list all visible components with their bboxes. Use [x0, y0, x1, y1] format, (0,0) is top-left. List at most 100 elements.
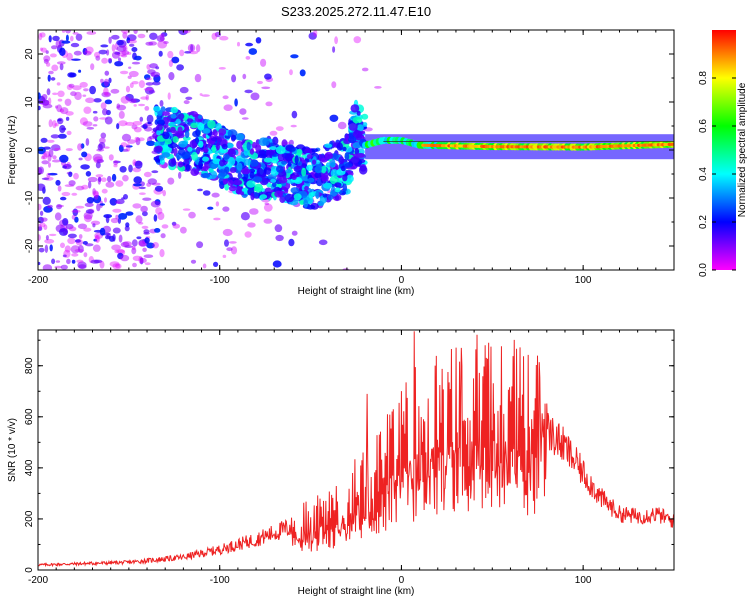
- heat-cell: [65, 30, 71, 34]
- heat-cell: [136, 236, 142, 240]
- heat-cell: [62, 218, 69, 226]
- heat-cell: [72, 85, 82, 91]
- heat-cell: [92, 223, 96, 228]
- heat-cell: [323, 182, 333, 189]
- heat-cell: [67, 233, 77, 239]
- heat-cell: [336, 142, 343, 151]
- heat-cell: [290, 124, 297, 128]
- heat-cell: [62, 165, 67, 169]
- heat-cell: [138, 80, 145, 89]
- x-tick-label: -200: [28, 275, 48, 286]
- heat-cell: [41, 155, 45, 160]
- heat-cell: [120, 96, 130, 104]
- heat-cell: [249, 171, 255, 179]
- heat-cell: [241, 168, 251, 175]
- heat-cell: [171, 221, 177, 226]
- y-tick-label: 600: [24, 408, 35, 425]
- heat-cell: [104, 197, 107, 203]
- heat-cell: [245, 42, 254, 47]
- heat-cell: [71, 209, 81, 213]
- heat-cell: [101, 91, 111, 98]
- heat-cell: [56, 104, 62, 113]
- heat-cell: [257, 80, 263, 85]
- heat-cell: [221, 143, 228, 150]
- heat-cell: [142, 211, 148, 217]
- heat-cell: [84, 202, 94, 207]
- heat-cell: [46, 88, 51, 96]
- heat-cell: [131, 81, 139, 85]
- heat-cell: [144, 106, 150, 111]
- heat-cell: [188, 211, 196, 219]
- heat-cell: [172, 223, 180, 229]
- heat-cell: [41, 177, 50, 180]
- heat-cell: [170, 113, 177, 119]
- heat-cell: [110, 217, 119, 224]
- heat-cell: [198, 140, 204, 148]
- colorbar: 0.0 0.2 0.4 0.6 0.8 Normalized spectral ampl…: [698, 30, 748, 277]
- heat-cell: [128, 66, 132, 69]
- heat-cell: [350, 156, 360, 164]
- heat-cell: [128, 70, 139, 78]
- heat-cell: [119, 70, 129, 75]
- heat-cell: [195, 44, 201, 53]
- heat-cell: [324, 151, 333, 160]
- heat-cell: [61, 127, 67, 131]
- heat-cell: [54, 147, 62, 151]
- heat-cell: [58, 133, 67, 139]
- heat-cell: [160, 106, 166, 113]
- heat-cell: [290, 54, 299, 59]
- heat-cell: [85, 97, 95, 104]
- colorbar-label: Normalized spectral amplitude: [737, 82, 748, 217]
- heat-cell: [111, 51, 120, 59]
- snr-ylabel: SNR (10 * v/v): [7, 418, 18, 482]
- heat-cell: [38, 183, 46, 191]
- heat-cell: [222, 254, 227, 258]
- heat-cell: [182, 208, 191, 211]
- heat-cell: [231, 134, 237, 141]
- colorbar-gradient: [712, 30, 736, 270]
- heat-cell: [86, 126, 95, 130]
- heat-cell: [139, 257, 144, 265]
- heat-cell: [293, 193, 302, 201]
- heat-cell: [138, 186, 146, 190]
- heat-cell: [111, 244, 121, 251]
- heat-cell: [74, 91, 82, 101]
- heat-cell: [314, 171, 322, 179]
- y-tick-label: 400: [24, 459, 35, 476]
- heat-cell: [114, 249, 119, 254]
- heat-cell: [100, 102, 107, 110]
- heat-cell: [227, 179, 234, 187]
- heat-cell: [103, 78, 109, 87]
- heat-cell: [151, 170, 159, 174]
- heat-cell: [66, 130, 72, 136]
- heat-cell: [184, 51, 192, 54]
- heat-cell: [108, 58, 112, 64]
- heat-cell: [45, 235, 49, 241]
- heat-cell: [352, 116, 363, 124]
- heat-cell: [41, 217, 48, 222]
- heat-cell: [83, 227, 92, 232]
- heat-cell: [222, 228, 233, 237]
- heat-cell: [71, 259, 76, 264]
- heat-cell: [344, 152, 350, 161]
- heat-cell: [116, 104, 127, 111]
- heat-cell: [289, 69, 293, 76]
- heat-cell: [115, 180, 124, 187]
- heat-cell: [79, 117, 88, 126]
- heat-cell: [99, 227, 106, 236]
- heat-cell: [222, 95, 229, 100]
- heat-cell: [104, 92, 110, 97]
- heat-cell: [211, 144, 216, 154]
- heat-cell: [57, 185, 62, 192]
- heat-cell: [51, 45, 58, 50]
- heat-cell: [182, 136, 191, 141]
- heat-cell: [138, 256, 143, 264]
- figure-title: S233.2025.272.11.47.E10: [281, 4, 431, 19]
- heat-cell: [48, 149, 54, 158]
- heat-cell: [272, 181, 277, 188]
- heat-cell: [212, 129, 218, 137]
- heat-cell: [329, 114, 339, 123]
- heat-cell: [103, 87, 109, 96]
- heat-cell: [125, 145, 133, 148]
- heat-cell: [266, 182, 273, 188]
